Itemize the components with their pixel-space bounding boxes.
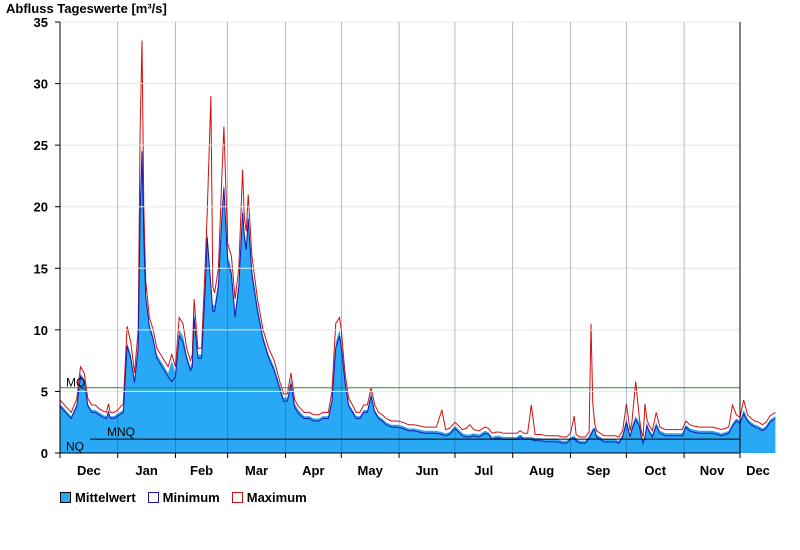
y-tick-label: 25 [34, 138, 48, 153]
legend-item-mittelwert: Mittelwert [60, 490, 136, 505]
legend-item-maximum: Maximum [231, 490, 307, 505]
reference-lines: MQ MNQ NQ [60, 376, 740, 453]
x-tick-label: Jun [415, 463, 438, 478]
y-tick-label: 20 [34, 200, 48, 215]
x-tick-label: Jul [474, 463, 493, 478]
chart-title: Abfluss Tageswerte [m³/s] [6, 1, 167, 16]
legend: Mittelwert Minimum Maximum [60, 490, 307, 505]
reference-label-nq: NQ [66, 439, 84, 453]
reference-label-mq: MQ [66, 376, 85, 390]
legend-item-minimum: Minimum [147, 490, 220, 505]
x-tick-label: Dec [746, 463, 770, 478]
reference-label-mnq: MNQ [107, 425, 135, 439]
series-minimum-line [59, 151, 776, 445]
legend-label-mittelwert: Mittelwert [75, 490, 136, 505]
series-maximum-line [59, 40, 776, 438]
x-tick-label: Jan [135, 463, 157, 478]
x-tick-label: May [358, 463, 384, 478]
x-tick-label: Aug [529, 463, 554, 478]
y-tick-label: 30 [34, 77, 48, 92]
x-tick-label: Sep [586, 463, 610, 478]
x-tick-label: Oct [644, 463, 666, 478]
y-tick-label: 5 [41, 384, 48, 399]
x-tick-label: Apr [302, 463, 324, 478]
y-tick-label: 10 [34, 323, 48, 338]
y-tick-label: 0 [41, 446, 48, 461]
x-tick-label: Nov [700, 463, 725, 478]
y-tick-label: 35 [34, 15, 48, 30]
x-tick-label: Feb [190, 463, 213, 478]
legend-label-minimum: Minimum [162, 490, 220, 505]
series-layer [59, 40, 776, 453]
axes: 0 5 10 15 20 25 30 35 Dec Jan Feb Mar Apr May Jun Jul Au… [34, 15, 770, 478]
legend-label-maximum: Maximum [246, 490, 307, 505]
legend-swatch-mittelwert [60, 492, 71, 503]
x-tick-label: Mar [245, 463, 268, 478]
legend-swatch-maximum [231, 492, 243, 503]
series-mittelwert-area [60, 145, 776, 453]
legend-swatch-minimum [147, 492, 159, 503]
x-tick-label: Dec [77, 463, 101, 478]
grid-layer [60, 21, 740, 453]
y-tick-label: 15 [34, 261, 48, 276]
